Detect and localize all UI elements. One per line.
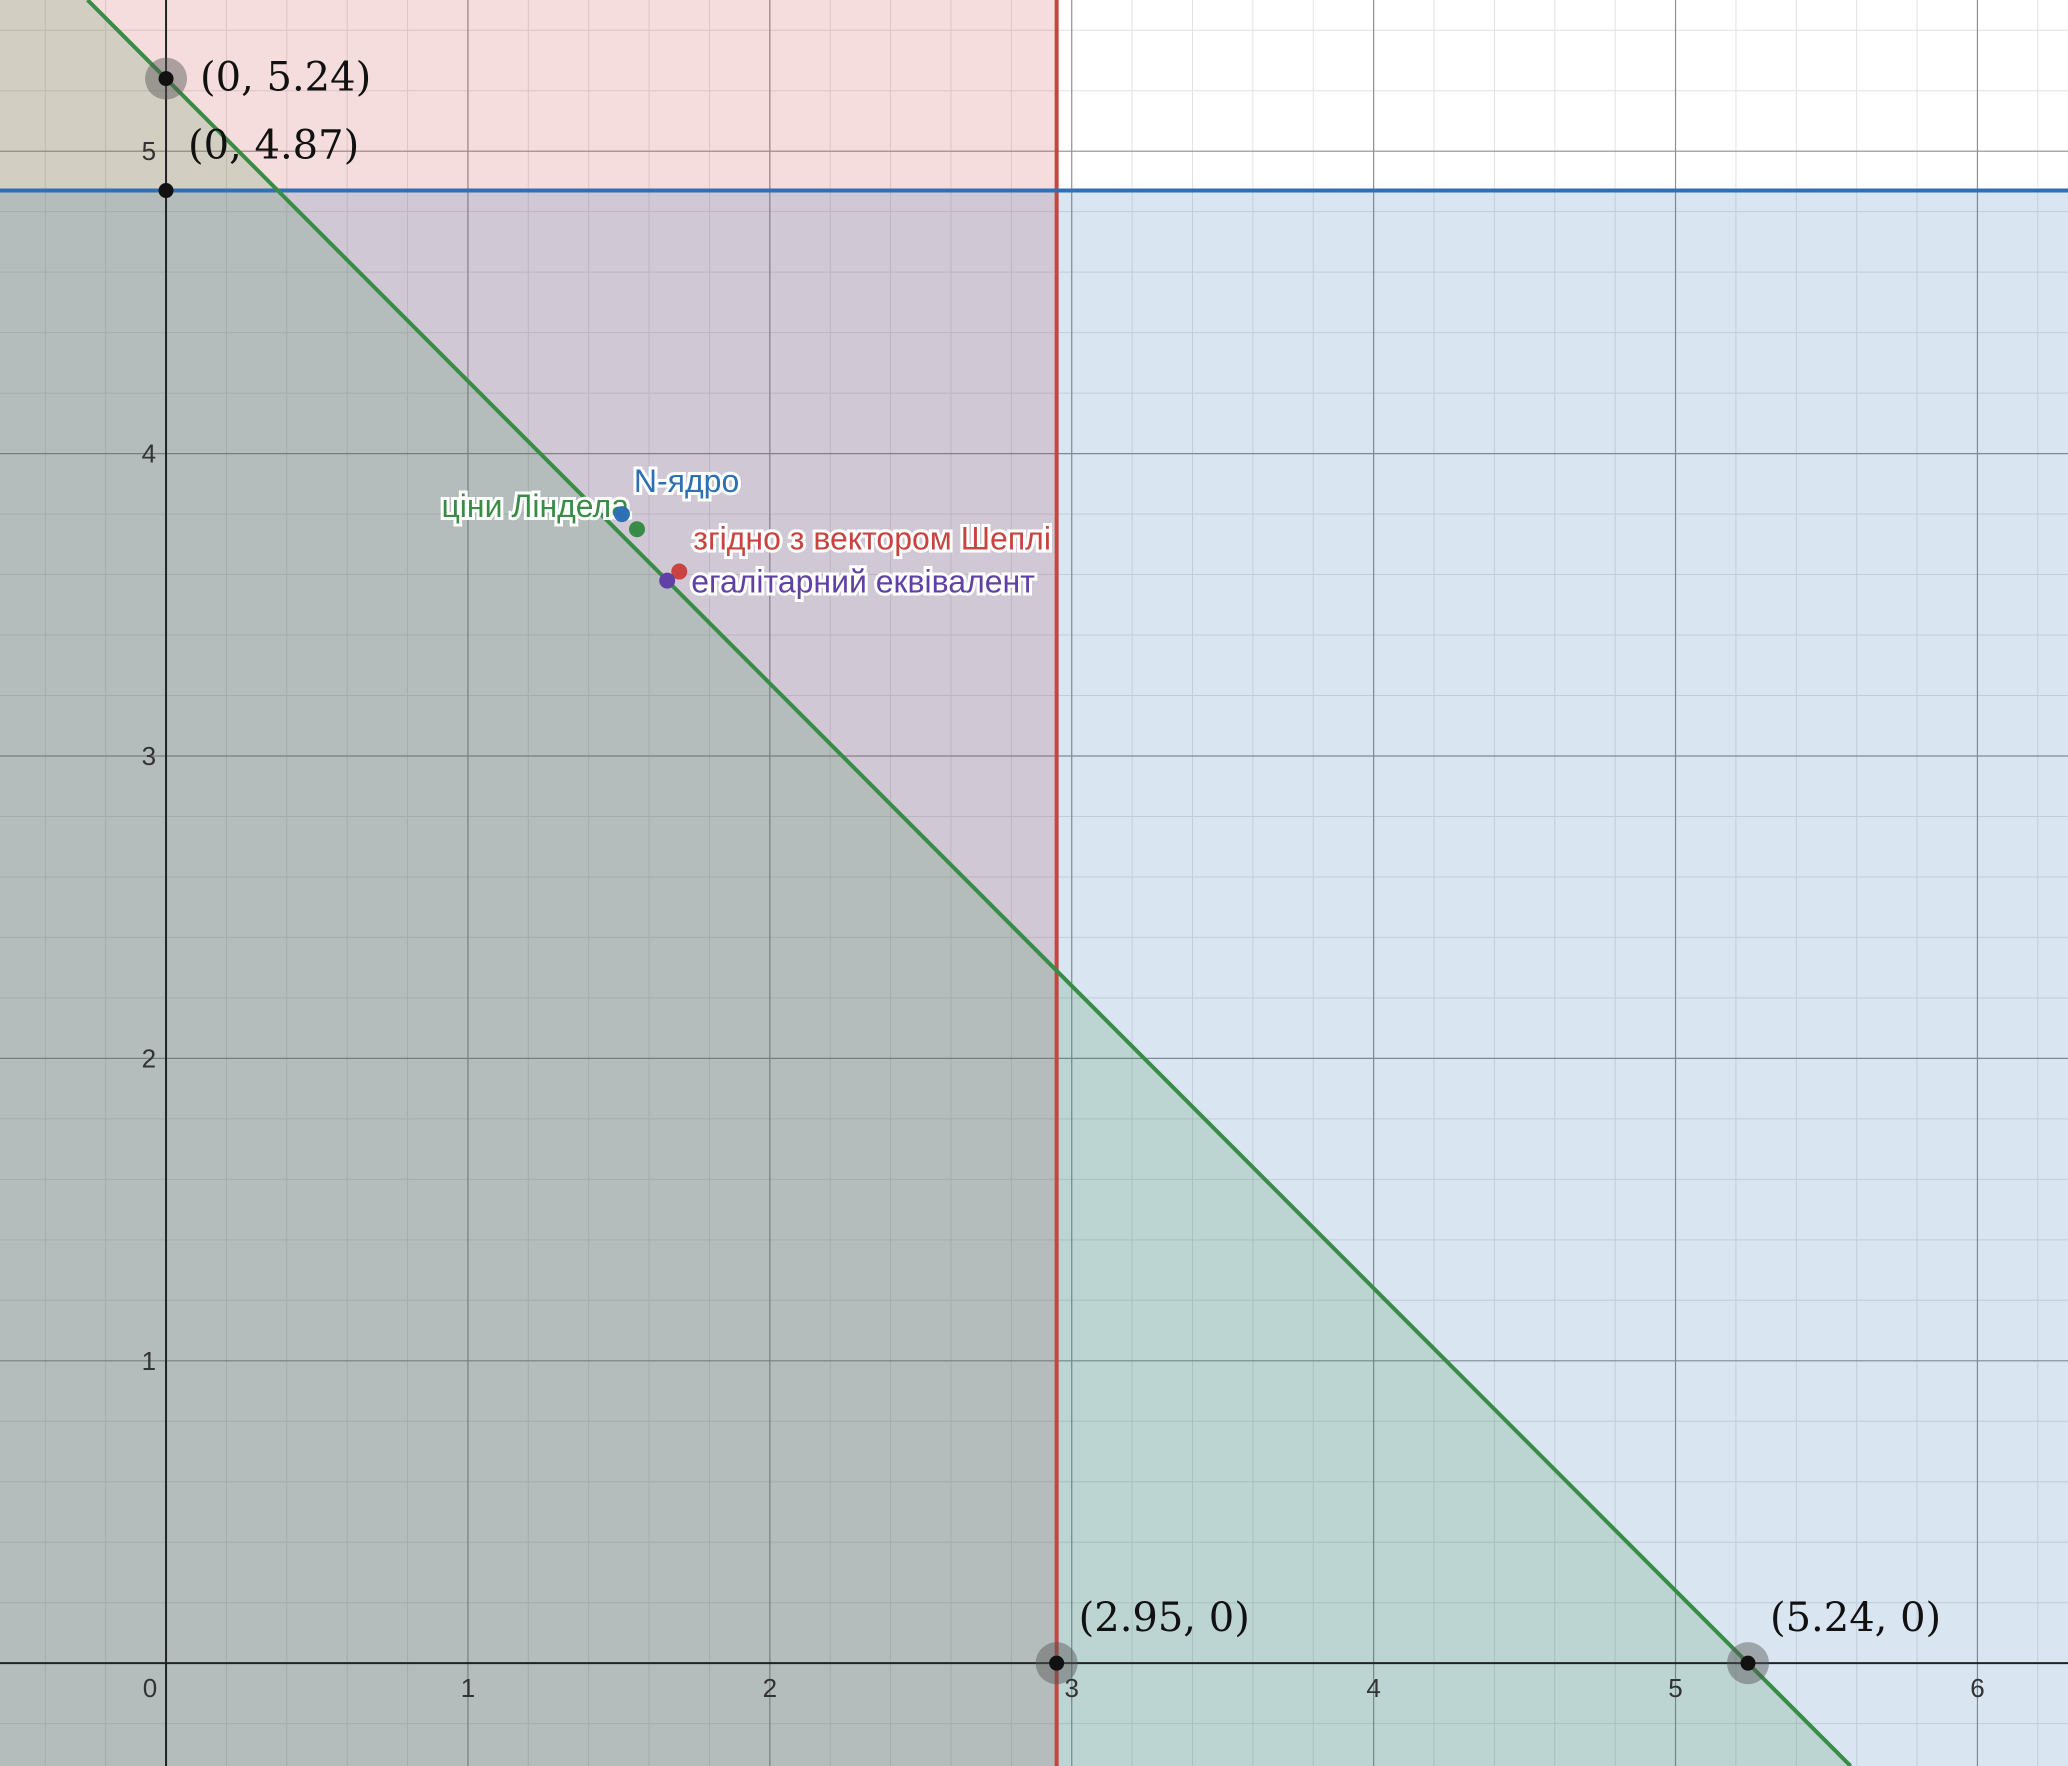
y-tick-label: 1: [142, 1346, 156, 1376]
marked-point: [158, 71, 174, 87]
x-tick-label: 5: [1668, 1673, 1682, 1703]
coord-label: (2.95, 0): [1079, 1595, 1250, 1641]
region-0: [0, 0, 1057, 1766]
solution-point: [659, 572, 676, 589]
solution-point: [629, 521, 646, 538]
solution-point-label: егалітарний еквівалент: [691, 564, 1035, 600]
marked-point: [158, 183, 174, 199]
solution-point: [671, 563, 688, 580]
y-tick-label: 2: [142, 1043, 156, 1073]
solution-point: [613, 506, 630, 523]
x-tick-label: 4: [1366, 1673, 1380, 1703]
region-1: [0, 190, 2068, 1766]
marked-points: (0, 5.24) (0, 4.87) (2.95, 0) (5.24, 0): [145, 55, 1941, 1685]
solution-point-label: N-ядро: [634, 463, 739, 499]
y-tick-label: 5: [142, 136, 156, 166]
solution-point-label: згідно з вектором Шеплі: [693, 521, 1051, 557]
x-tick-label: 1: [461, 1673, 475, 1703]
coord-label: (0, 4.87): [188, 123, 359, 169]
x-tick-label: 6: [1970, 1673, 1984, 1703]
x-tick-label: 3: [1065, 1673, 1079, 1703]
region-2: [0, 0, 1851, 1766]
y-tick-label: 4: [142, 439, 156, 469]
x-tick-label: 2: [763, 1673, 777, 1703]
marked-point: [1740, 1655, 1756, 1671]
y-tick-label: 3: [142, 741, 156, 771]
coord-label: (5.24, 0): [1770, 1595, 1941, 1641]
tick-labels: 0 1 2 3 4 5 6 1 2 3 4 5: [142, 136, 1985, 1703]
x-tick-label: 0: [143, 1673, 157, 1703]
coord-label: (0, 5.24): [200, 55, 371, 101]
solution-point-label: ціни Ліндела: [441, 488, 629, 524]
marked-point: [1049, 1655, 1065, 1671]
boundary-line-2: [86, 0, 1853, 1766]
